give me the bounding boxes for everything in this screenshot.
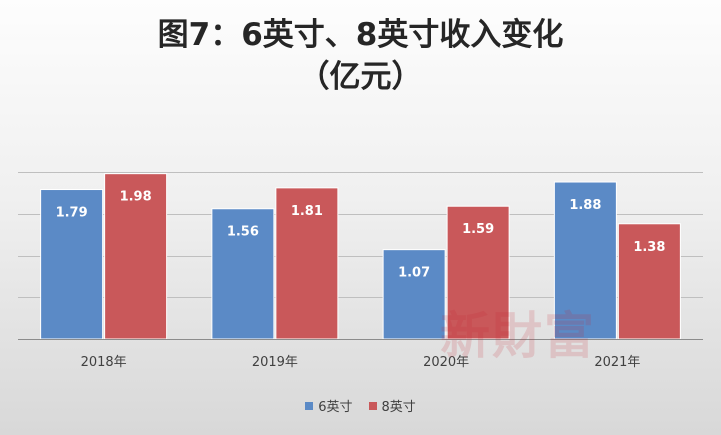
bar-series2-1	[275, 187, 339, 340]
bar-series1-2	[382, 249, 446, 340]
x-tick-label: 2021年	[594, 355, 640, 370]
legend-item: 6英寸	[305, 396, 353, 415]
data-label: 1.59	[462, 222, 494, 237]
data-label: 1.81	[291, 204, 323, 219]
legend-swatch	[368, 401, 377, 410]
bar-series1-3	[553, 181, 617, 340]
chart-title: 图7：6英寸、8英寸收入变化 （亿元）	[0, 14, 721, 98]
chart-legend: 6英寸 8英寸	[0, 396, 721, 415]
data-label: 1.98	[120, 190, 152, 205]
legend-label: 6英寸	[318, 400, 353, 415]
bar-series2-3	[617, 223, 681, 340]
x-tick-label: 2019年	[252, 355, 298, 370]
data-label: 1.88	[569, 198, 601, 213]
data-label: 1.56	[227, 225, 259, 240]
x-tick-label: 2018年	[81, 355, 127, 370]
chart-title-line2: （亿元）	[298, 59, 423, 95]
legend-swatch	[305, 401, 314, 410]
data-label: 1.07	[398, 266, 430, 281]
bar-series2-2	[446, 205, 510, 340]
chart-title-line1: 图7：6英寸、8英寸收入变化	[157, 17, 564, 53]
x-tick-label: 2020年	[423, 355, 469, 370]
bar-series1-0	[40, 189, 104, 340]
data-label: 1.79	[56, 206, 88, 221]
bar-series2-0	[104, 173, 168, 340]
data-label: 1.38	[633, 240, 665, 255]
legend-label: 8英寸	[381, 400, 416, 415]
legend-item: 8英寸	[368, 396, 416, 415]
